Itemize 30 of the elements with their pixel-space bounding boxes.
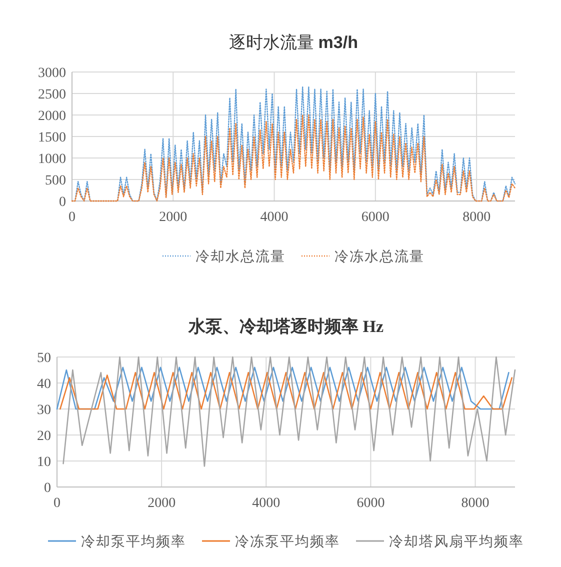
y-tick-label: 1500 (38, 130, 66, 146)
x-tick-label: 8000 (462, 210, 491, 225)
y-tick-label: 30 (37, 403, 51, 418)
x-tick-label: 4000 (260, 210, 288, 225)
y-tick-label: 3000 (38, 66, 66, 81)
x-tick-label: 2000 (148, 496, 176, 511)
x-tick-label: 6000 (361, 210, 390, 225)
y-tick-label: 500 (45, 174, 66, 188)
legend-label: 冷却塔风扇平均频率 (389, 534, 524, 550)
x-tick-label: 4000 (252, 496, 280, 511)
legend-label: 冷冻水总流量 (334, 249, 424, 265)
y-tick-label: 1000 (38, 152, 66, 167)
line-series (62, 356, 516, 467)
y-tick-label: 40 (37, 377, 51, 392)
y-tick-label: 10 (37, 455, 51, 470)
y-tick-label: 0 (44, 481, 51, 496)
x-tick-label: 6000 (356, 496, 385, 511)
y-tick-label: 50 (37, 351, 51, 366)
y-tick-label: 2500 (38, 88, 66, 102)
x-tick-label: 0 (68, 210, 76, 225)
y-tick-label: 0 (59, 195, 66, 210)
legend-label: 冷冻泵平均频率 (235, 534, 340, 550)
legend-label: 冷却水总流量 (196, 249, 286, 265)
y-tick-label: 20 (37, 429, 51, 444)
y-tick-label: 2000 (38, 109, 66, 124)
chart-title: 水泵、冷却塔逐时频率 Hz (187, 317, 384, 336)
legend-label: 冷却泵平均频率 (81, 534, 186, 550)
x-tick-label: 8000 (461, 496, 490, 511)
x-tick-label: 2000 (159, 210, 188, 225)
chart-title: 逐时水流量 m3/h (229, 33, 358, 52)
